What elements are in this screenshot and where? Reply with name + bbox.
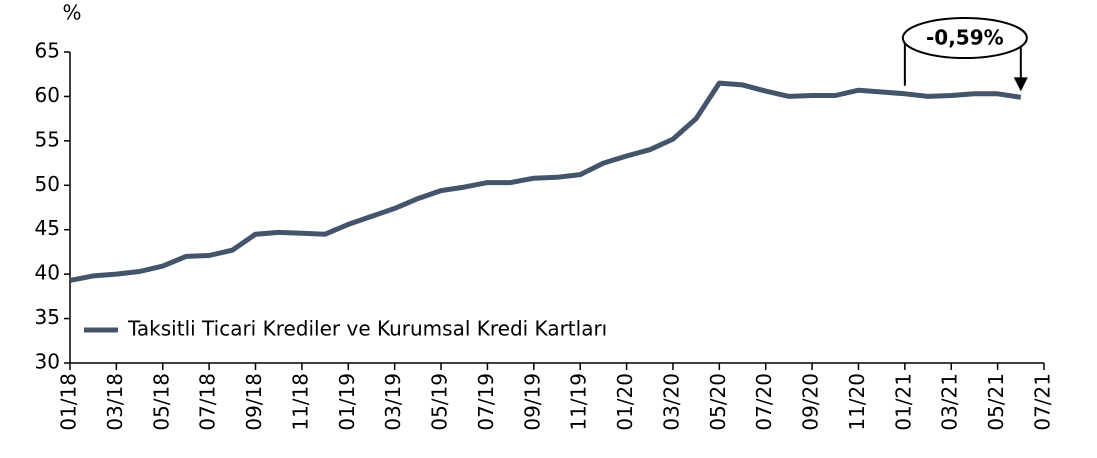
y-axis-label: %: [62, 1, 81, 25]
x-tick-label: 05/21: [984, 373, 1008, 431]
x-tick-label: 11/20: [845, 373, 869, 431]
annotation-ellipse: [901, 17, 1028, 59]
x-tick-label: 07/19: [474, 373, 498, 431]
x-tick-label: 01/21: [891, 373, 915, 431]
legend-label: Taksitli Ticari Krediler ve Kurumsal Kre…: [127, 317, 607, 341]
x-tick-label: 11/18: [288, 373, 312, 431]
y-tick-label: 45: [35, 216, 60, 240]
x-tick-label: 11/19: [567, 373, 591, 431]
y-tick-label: 55: [35, 127, 60, 151]
x-tick-label: 01/20: [613, 373, 637, 431]
x-tick-label: 05/19: [428, 373, 452, 431]
x-tick-label: 09/18: [242, 373, 266, 431]
annotation-text: -0,59%: [926, 26, 1004, 50]
x-tick-label: 01/19: [335, 373, 359, 431]
y-tick-label: 60: [35, 83, 60, 107]
y-tick-label: 50: [35, 172, 60, 196]
x-tick-label: 05/18: [149, 373, 173, 431]
x-tick-label: 07/20: [752, 373, 776, 431]
x-tick-label: 09/19: [520, 373, 544, 431]
line-series: [69, 80, 1022, 283]
x-tick-label: 07/21: [1031, 373, 1055, 431]
annotation-arrowhead: [1013, 77, 1028, 92]
y-tick-label: 40: [35, 261, 60, 285]
y-tick-label: 65: [35, 39, 60, 63]
x-tick-label: 03/18: [103, 373, 127, 431]
y-tick-label: 30: [35, 350, 60, 374]
x-tick-label: 03/21: [938, 373, 962, 431]
x-tick-label: 01/18: [57, 373, 81, 431]
x-tick-label: 03/19: [381, 373, 405, 431]
y-tick-label: 35: [35, 305, 60, 329]
x-tick-label: 05/20: [706, 373, 730, 431]
x-tick-label: 03/20: [659, 373, 683, 431]
x-tick-label: 07/18: [196, 373, 220, 431]
x-tick-label: 09/20: [799, 373, 823, 431]
